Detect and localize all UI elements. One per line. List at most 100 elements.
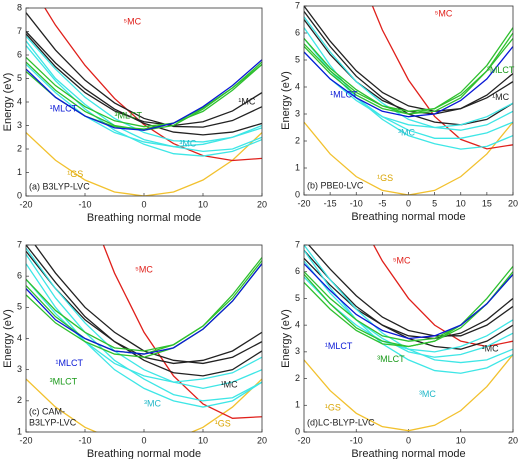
annotation: ¹MC (238, 96, 255, 106)
y-tick-label: 4 (17, 333, 22, 343)
curve (26, 263, 262, 355)
y-tick-label: 1 (17, 426, 22, 436)
x-tick-label: -10 (78, 199, 91, 209)
curve (26, 40, 262, 153)
x-tick-label: -20 (297, 435, 310, 445)
curve (304, 354, 513, 432)
curve (304, 32, 513, 115)
x-tick-label: -10 (350, 435, 363, 445)
annotation: ¹MLCT (330, 89, 358, 99)
annotation: ¹MC (221, 380, 238, 390)
curve (372, 245, 513, 348)
curve (304, 257, 513, 340)
y-tick-label: 0 (17, 190, 22, 200)
x-tick-label: 15 (482, 198, 492, 208)
x-tick-label: 20 (257, 435, 267, 445)
annotation: ³MLCT (487, 65, 515, 75)
curve (26, 31, 262, 136)
y-tick-label: 1 (295, 400, 300, 410)
x-tick-label: -20 (297, 198, 310, 208)
y-tick-label: 7 (17, 239, 22, 249)
y-tick-label: 4 (17, 96, 22, 106)
curve (304, 37, 513, 139)
y-tick-label: 6 (295, 266, 300, 276)
curve (26, 33, 262, 127)
x-tick-label: 10 (456, 198, 466, 208)
annotation: ³MLCT (115, 110, 143, 120)
curve (34, 245, 262, 365)
annotation: ³MC (398, 127, 415, 137)
annotation: ¹MLCT (50, 103, 78, 113)
plot-area (26, 8, 262, 196)
curve (26, 12, 262, 128)
y-tick-label: 3 (295, 108, 300, 118)
panel-label: B3LYP-LVC (29, 417, 77, 427)
y-tick-label: 6 (17, 49, 22, 59)
y-tick-label: 4 (295, 320, 300, 330)
panel: 1 2 3 4 5 6 7 -20 -10 0 10 20 Breathing normal mode E… (2, 239, 267, 459)
curve (26, 35, 262, 143)
curve (304, 27, 513, 115)
y-tick-label: 2 (295, 373, 300, 383)
x-tick-label: -15 (324, 198, 337, 208)
curve (304, 121, 513, 195)
panel: 0 1 2 3 4 5 6 7 -20 -10 0 10 20 Breathing normal mode… (280, 239, 518, 459)
curve (304, 16, 513, 131)
curve (304, 260, 513, 358)
plot-area (304, 6, 513, 195)
y-tick-label: 6 (295, 27, 300, 37)
curve (304, 276, 513, 353)
annotation: ¹GS (67, 169, 83, 179)
y-tick-label: 0 (295, 189, 300, 199)
curve (307, 245, 513, 337)
curve (304, 249, 513, 374)
y-tick-label: 1 (295, 162, 300, 172)
panel: 0 1 2 3 4 5 6 7 8 -20 -10 0 10 20 Breathing normal mod… (2, 2, 267, 224)
annotation: ⁵MC (393, 255, 411, 265)
curve (304, 11, 513, 126)
plot-area (26, 245, 262, 432)
x-axis-label: Breathing normal mode (351, 448, 465, 459)
y-tick-label: 2 (295, 135, 300, 145)
x-tick-label: 20 (508, 198, 518, 208)
curve (26, 59, 262, 131)
curve (26, 45, 262, 157)
annotation: ¹MC (492, 92, 509, 102)
curve (304, 46, 513, 118)
annotation: ³MC (179, 139, 196, 149)
y-axis-label: Energy (eV) (2, 73, 14, 132)
y-tick-label: 5 (17, 73, 22, 83)
y-tick-label: 7 (295, 0, 300, 10)
axes-frame (303, 244, 514, 433)
y-tick-label: 5 (295, 293, 300, 303)
x-axis-label: Breathing normal mode (87, 448, 201, 459)
panel-label: (d)LC-BLYP-LVC (307, 417, 375, 427)
y-tick-label: 2 (17, 395, 22, 405)
curve (304, 37, 513, 112)
curve (26, 63, 262, 148)
annotation: ¹MLCT (56, 358, 84, 368)
x-tick-label: -20 (19, 199, 32, 209)
x-tick-label: 10 (198, 199, 208, 209)
curve (304, 27, 513, 150)
y-axis-label: Energy (eV) (2, 309, 14, 368)
x-tick-label: 0 (406, 435, 411, 445)
y-tick-label: 5 (295, 54, 300, 64)
panel-label: (b) PBE0-LVC (307, 180, 364, 190)
y-tick-label: 3 (17, 120, 22, 130)
curve (102, 245, 262, 419)
curve (304, 263, 513, 340)
axes-frame (303, 5, 514, 196)
x-tick-label: 0 (141, 199, 146, 209)
curve (26, 260, 262, 352)
y-tick-label: 7 (295, 239, 300, 249)
x-tick-label: -5 (378, 198, 386, 208)
annotation: ³MC (144, 398, 161, 408)
panel-label: (c) CAM- (29, 406, 65, 416)
curve (304, 51, 513, 129)
curve (304, 265, 513, 348)
curve (26, 278, 262, 383)
axes-frame (25, 7, 263, 197)
x-axis-label: Breathing normal mode (87, 212, 201, 224)
